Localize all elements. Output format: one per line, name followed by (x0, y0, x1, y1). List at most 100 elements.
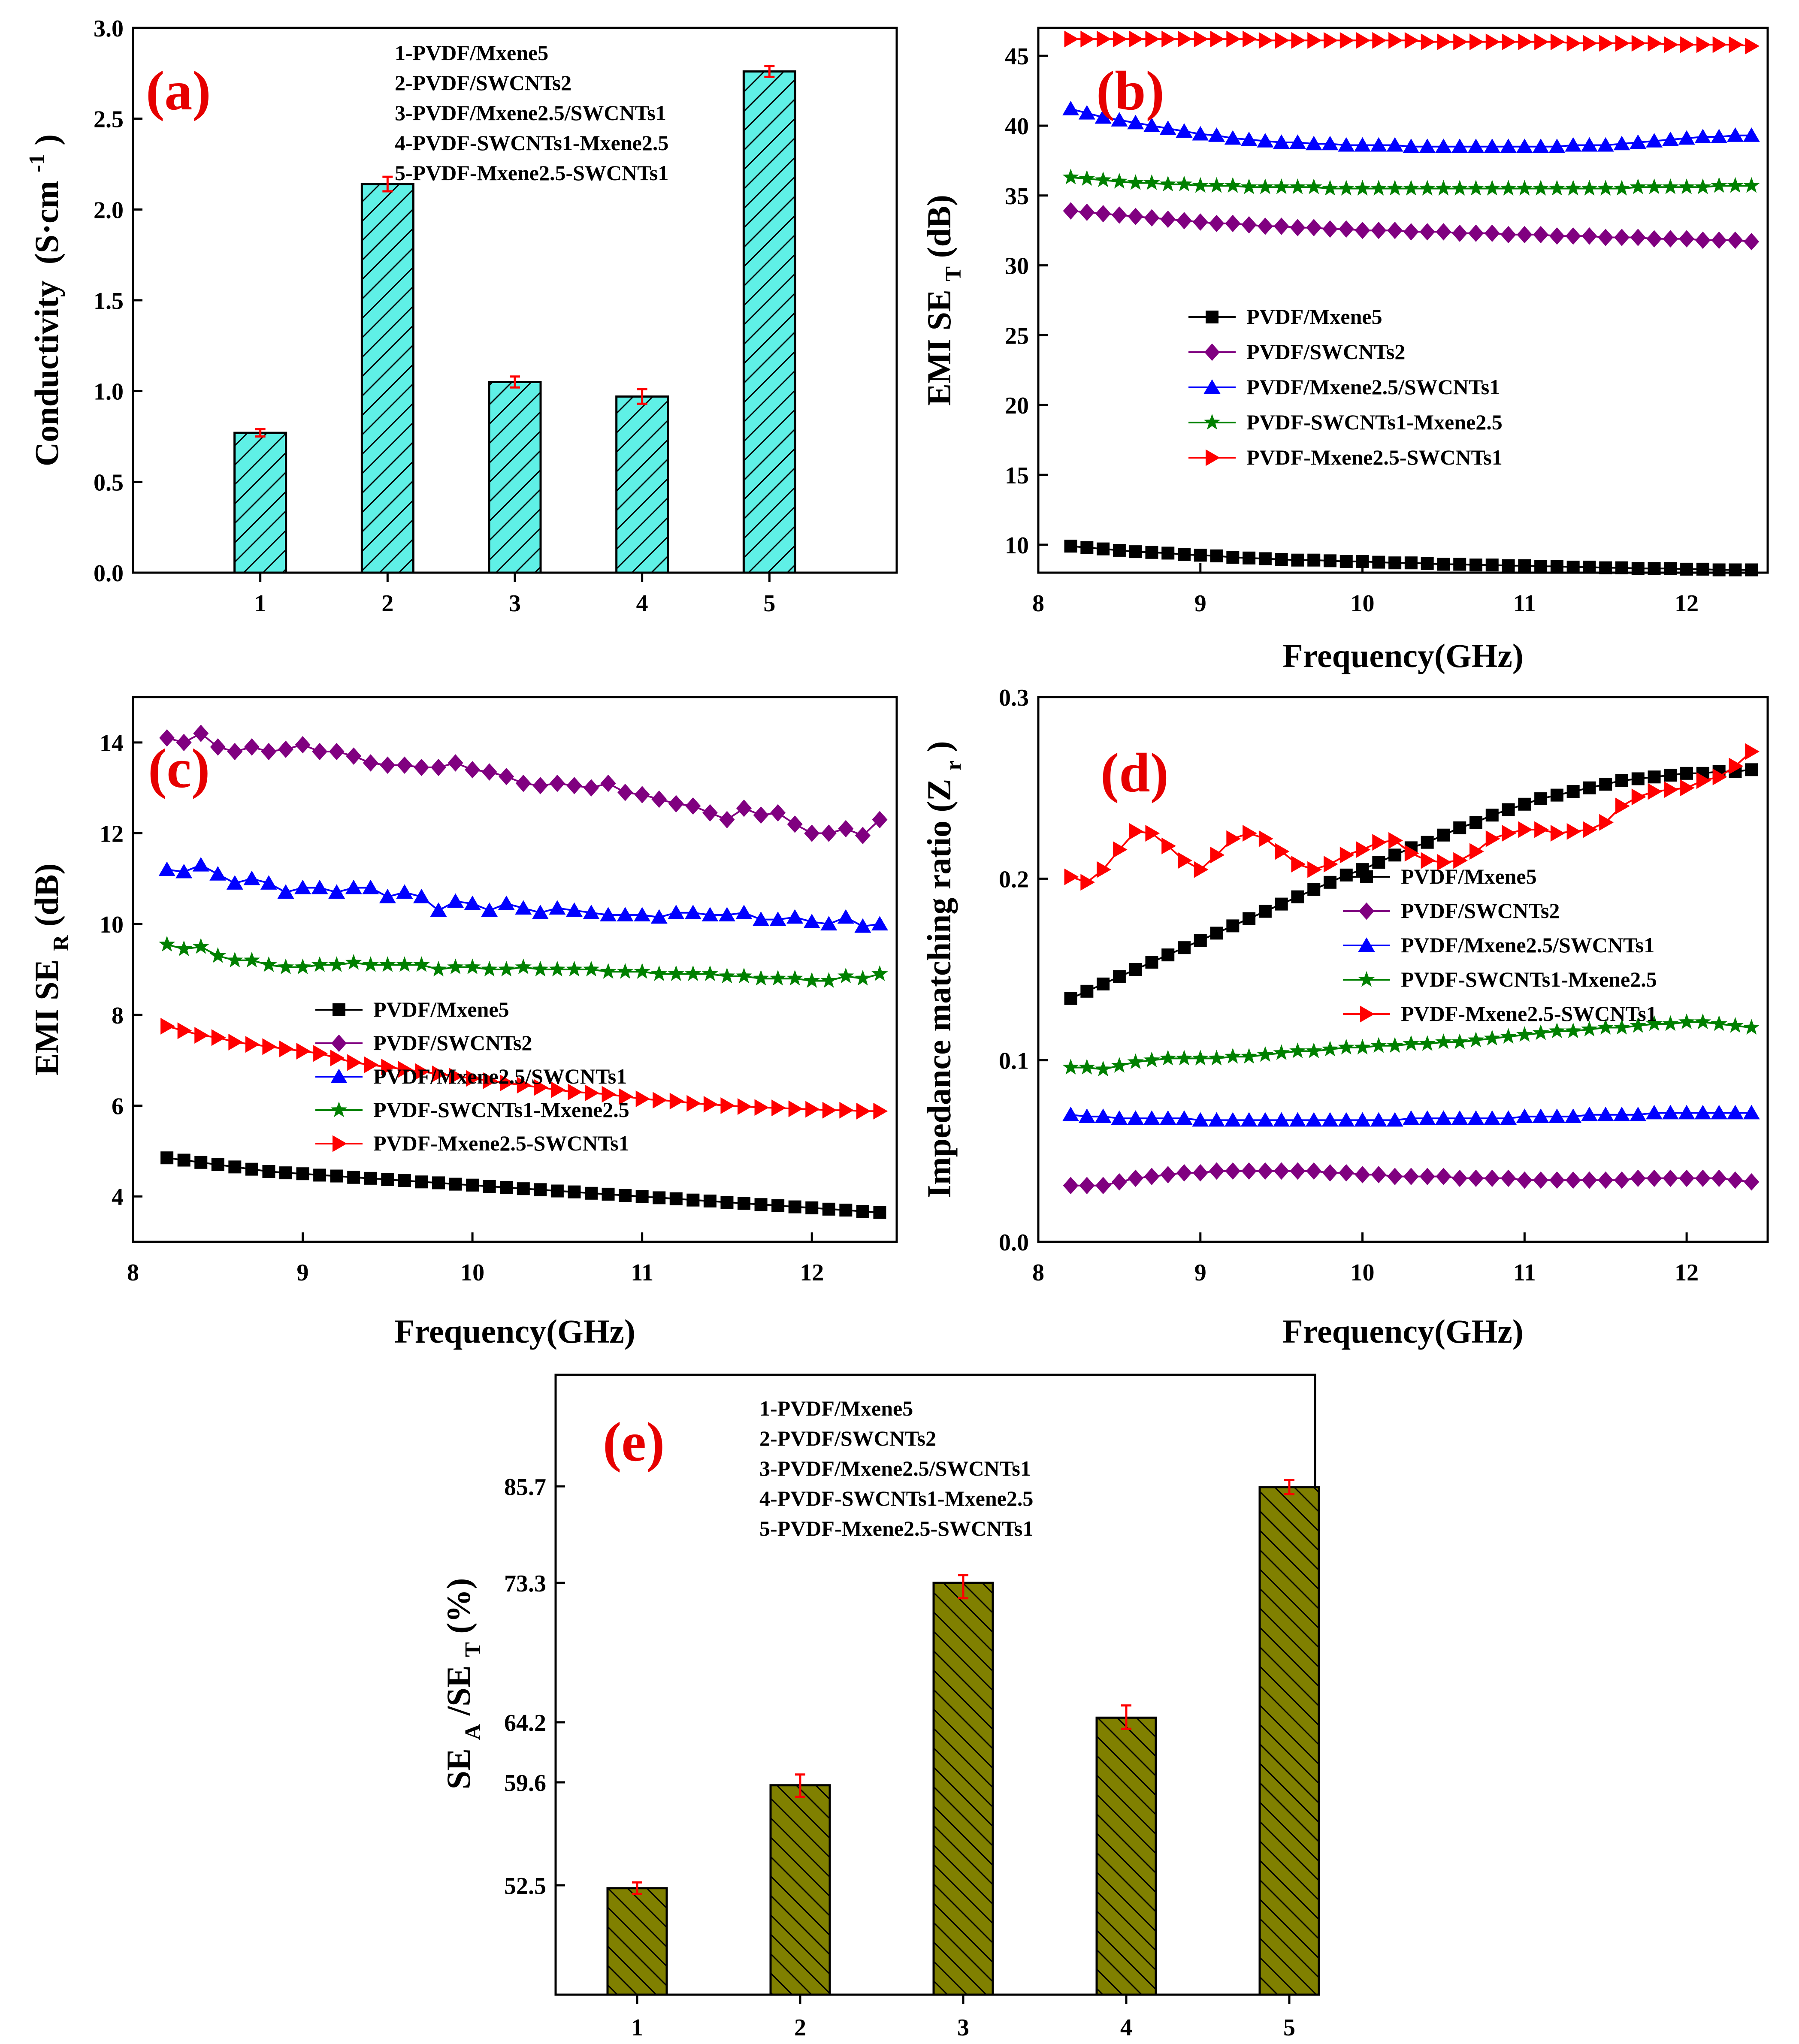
data-point-c-2 (295, 736, 311, 754)
data-point-d-4 (1127, 1053, 1144, 1069)
ytick-label-b: 35 (1005, 183, 1029, 210)
data-point-d-2 (1111, 1173, 1127, 1191)
data-point-c-3 (260, 875, 277, 890)
data-point-d-4 (1565, 1022, 1581, 1039)
ytick-label-c: 14 (100, 730, 124, 757)
data-point-b-3 (1370, 137, 1387, 152)
data-point-c-3 (175, 863, 193, 879)
data-point-b-5 (1339, 32, 1355, 49)
data-point-c-3 (668, 904, 685, 919)
data-point-d-5 (1145, 825, 1160, 842)
data-point-b-2 (1192, 213, 1208, 231)
data-point-c-3 (311, 879, 328, 894)
data-point-b-3 (1419, 139, 1436, 153)
xtick-label-a: 2 (381, 590, 393, 617)
xtick-label-e: 2 (794, 2014, 806, 2041)
data-point-b-3 (1678, 130, 1695, 145)
data-point-c-1 (805, 1201, 819, 1214)
data-point-d-3 (1662, 1105, 1679, 1120)
data-point-b-2 (1095, 205, 1111, 223)
xtick-label-b: 12 (1675, 590, 1699, 617)
data-point-b-3 (1548, 139, 1566, 153)
data-point-d-3 (1711, 1105, 1728, 1120)
data-point-d-1 (1388, 848, 1402, 862)
data-point-d-3 (1726, 1105, 1744, 1120)
legend-label-c: PVDF-Mxene2.5-SWCNTs1 (373, 1131, 629, 1155)
data-point-b-5 (1226, 30, 1241, 48)
data-point-b-5 (1712, 36, 1727, 53)
data-point-d-3 (1532, 1108, 1549, 1123)
data-point-c-2 (312, 743, 328, 761)
ytick-label-b: 40 (1005, 113, 1029, 140)
data-point-d-2 (1241, 1162, 1257, 1180)
data-point-b-2 (1419, 223, 1435, 241)
data-point-b-4 (1646, 178, 1663, 194)
data-point-b-3 (1532, 139, 1549, 153)
data-point-c-2 (787, 815, 803, 833)
data-point-d-4 (1500, 1028, 1517, 1044)
data-point-d-1 (1599, 778, 1612, 791)
legend-marker-d (1360, 870, 1373, 883)
panel-label-a: (a) (146, 60, 211, 122)
data-point-c-3 (786, 909, 804, 924)
data-point-b-2 (1111, 206, 1127, 224)
data-point-c-1 (703, 1194, 717, 1208)
data-point-b-3 (1630, 134, 1647, 149)
ytick-label-d: 0.3 (999, 685, 1029, 711)
data-point-d-5 (1161, 837, 1176, 854)
data-point-d-5 (1113, 841, 1128, 858)
data-point-d-4 (1208, 1050, 1225, 1066)
data-point-b-1 (1097, 542, 1110, 556)
ytick-label-d: 0.1 (999, 1048, 1029, 1075)
data-point-b-3 (1711, 129, 1728, 143)
ylabel-e-sub-t: T (461, 1642, 485, 1657)
data-point-c-4 (193, 938, 209, 954)
data-point-d-3 (1354, 1112, 1371, 1127)
data-point-c-3 (769, 911, 786, 926)
ytick-label-b: 15 (1005, 462, 1029, 489)
legend-label-c: PVDF/Mxene2.5/SWCNTs1 (373, 1064, 627, 1088)
data-point-d-3 (1273, 1112, 1290, 1127)
data-point-b-5 (1680, 36, 1695, 53)
data-point-b-4 (1597, 180, 1614, 196)
data-point-d-4 (1192, 1050, 1209, 1066)
data-point-d-3 (1095, 1108, 1112, 1123)
legend-marker-b (1204, 343, 1220, 361)
data-point-d-2 (1176, 1164, 1192, 1182)
data-point-c-5 (856, 1102, 871, 1120)
data-point-d-2 (1355, 1166, 1370, 1184)
data-point-d-3 (1289, 1112, 1306, 1127)
ticks-c: 8 9 10 11 12 4 6 8 10 12 14 (100, 730, 824, 1286)
data-point-c-2 (702, 804, 718, 822)
data-point-d-3 (1484, 1110, 1501, 1125)
data-point-b-4 (1451, 180, 1468, 196)
data-point-b-5 (1291, 32, 1306, 49)
data-point-b-5 (1421, 33, 1436, 51)
data-point-d-4 (1095, 1060, 1112, 1077)
data-point-c-4 (345, 954, 362, 970)
data-point-b-3 (1646, 133, 1663, 148)
data-point-c-3 (362, 879, 379, 894)
xtick-label-b: 9 (1194, 590, 1206, 617)
data-point-c-5 (228, 1033, 243, 1051)
data-point-d-3 (1127, 1110, 1144, 1125)
ytick-label-b: 10 (1005, 532, 1029, 559)
data-point-b-1 (1324, 554, 1336, 568)
data-point-b-4 (1273, 178, 1290, 194)
data-point-d-5 (1664, 781, 1679, 798)
ytick-label-a: 2.5 (94, 106, 124, 133)
data-point-d-4 (1662, 1015, 1679, 1031)
data-point-c-1 (330, 1169, 343, 1183)
data-point-d-3 (1419, 1110, 1436, 1125)
data-point-b-3 (1354, 137, 1371, 152)
data-point-b-4 (1500, 180, 1517, 196)
data-point-c-4 (549, 960, 566, 977)
data-point-d-1 (1550, 788, 1563, 802)
data-point-d-1 (1615, 774, 1628, 787)
data-point-c-1 (585, 1187, 598, 1200)
data-point-d-1 (1583, 781, 1596, 794)
data-point-c-3 (634, 907, 651, 921)
data-point-c-2 (210, 738, 226, 756)
data-point-c-1 (177, 1153, 190, 1167)
data-point-d-3 (1403, 1110, 1420, 1125)
